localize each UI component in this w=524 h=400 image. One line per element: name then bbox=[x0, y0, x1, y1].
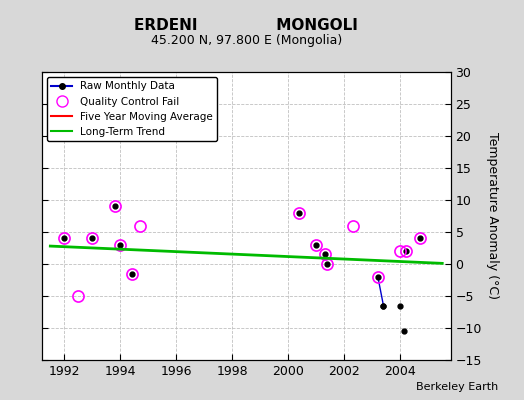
Text: 45.200 N, 97.800 E (Mongolia): 45.200 N, 97.800 E (Mongolia) bbox=[151, 34, 342, 47]
Text: ERDENI               MONGOLI: ERDENI MONGOLI bbox=[134, 18, 358, 33]
Text: Berkeley Earth: Berkeley Earth bbox=[416, 382, 498, 392]
Legend: Raw Monthly Data, Quality Control Fail, Five Year Moving Average, Long-Term Tren: Raw Monthly Data, Quality Control Fail, … bbox=[47, 77, 217, 141]
Y-axis label: Temperature Anomaly (°C): Temperature Anomaly (°C) bbox=[486, 132, 498, 300]
